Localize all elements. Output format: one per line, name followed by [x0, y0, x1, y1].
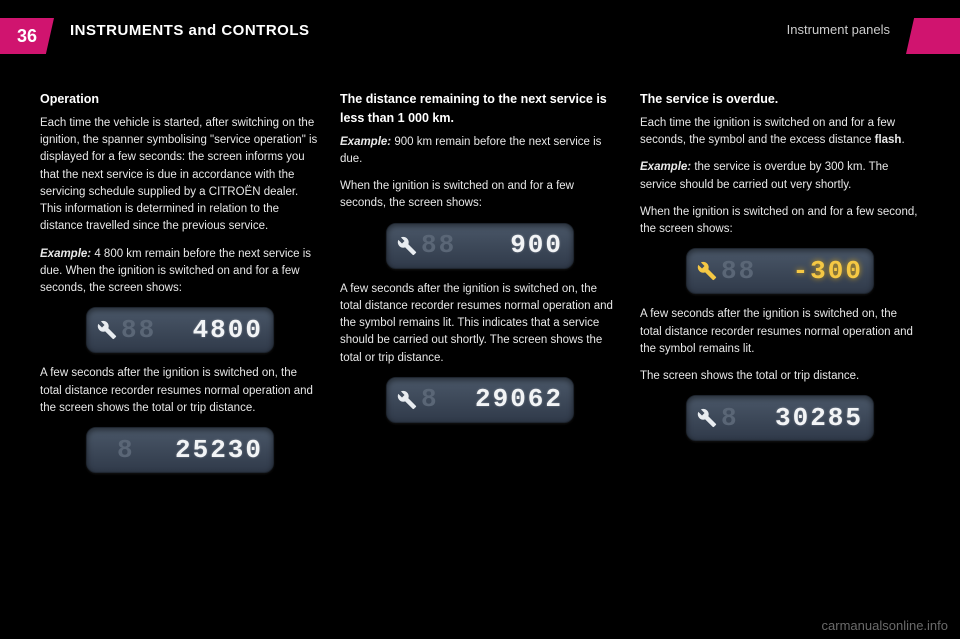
heading-overdue: The service is overdue. — [640, 90, 920, 109]
heading-operation: Operation — [40, 90, 320, 109]
wrench-icon — [697, 408, 717, 428]
lcd-odometer-value: 30285 — [741, 399, 863, 438]
example-label: Example: — [340, 136, 391, 148]
wrench-icon — [97, 320, 117, 340]
lcd-ghost-digits: 88 — [721, 252, 756, 291]
overdue-flash: flash — [875, 134, 902, 146]
heading-under-1000: The distance remaining to the next servi… — [340, 90, 620, 128]
lcd-service-overdue: 88 -300 — [686, 248, 874, 294]
lcd-value: 4800 — [158, 311, 263, 350]
example-label: Example: — [40, 248, 91, 260]
lcd-value-warn: -300 — [758, 252, 863, 291]
lcd-odometer-value: 25230 — [137, 431, 263, 470]
wrench-icon — [397, 236, 417, 256]
operation-intro: Each time the vehicle is started, after … — [40, 115, 320, 236]
header: INSTRUMENTS and CONTROLS Instrument pane… — [70, 22, 890, 39]
overdue-screen: The screen shows the total or trip dista… — [640, 368, 920, 385]
overdue-intro-c: . — [901, 134, 904, 146]
lcd-value: 900 — [458, 226, 563, 265]
under1000-ignition: When the ignition is switched on and for… — [340, 178, 620, 213]
page-marker-left: 36 — [0, 18, 54, 54]
overdue-intro: Each time the ignition is switched on an… — [640, 115, 920, 150]
page-marker-right — [906, 18, 960, 54]
overdue-intro-a: Each time the ignition is switched on an… — [640, 117, 895, 146]
page-number: 36 — [0, 18, 54, 54]
overdue-after: A few seconds after the ignition is swit… — [640, 306, 920, 358]
wrench-icon — [397, 390, 417, 410]
lcd-odometer-value: 29062 — [441, 380, 563, 419]
lcd-service-900: 88 900 — [386, 223, 574, 269]
under1000-example: Example: 900 km remain before the next s… — [340, 134, 620, 169]
operation-example: Example: 4 800 km remain before the next… — [40, 246, 320, 298]
watermark: carmanualsonline.info — [822, 618, 948, 633]
column-operation: Operation Each time the vehicle is start… — [40, 90, 320, 485]
section-title: INSTRUMENTS and CONTROLS — [70, 22, 310, 39]
lcd-ghost-digits: 8 — [117, 431, 135, 470]
lcd-ghost-digits: 8 — [721, 399, 739, 438]
lcd-odometer-1: 8 25230 — [86, 427, 274, 473]
lcd-odometer-2: 8 29062 — [386, 377, 574, 423]
wrench-icon — [697, 261, 717, 281]
overdue-example: Example: the service is overdue by 300 k… — [640, 159, 920, 194]
lcd-odometer-3: 8 30285 — [686, 395, 874, 441]
lcd-service-remaining: 88 4800 — [86, 307, 274, 353]
lcd-ghost-digits: 8 — [421, 380, 439, 419]
column-under-1000: The distance remaining to the next servi… — [340, 90, 620, 435]
lcd-ghost-digits: 88 — [121, 311, 156, 350]
under1000-after: A few seconds after the ignition is swit… — [340, 281, 620, 367]
lcd-ghost-digits: 88 — [421, 226, 456, 265]
example-label: Example: — [640, 161, 691, 173]
overdue-ignition: When the ignition is switched on and for… — [640, 204, 920, 239]
column-overdue: The service is overdue. Each time the ig… — [640, 90, 920, 453]
page-label: Instrument panels — [787, 22, 890, 39]
operation-after: A few seconds after the ignition is swit… — [40, 365, 320, 417]
